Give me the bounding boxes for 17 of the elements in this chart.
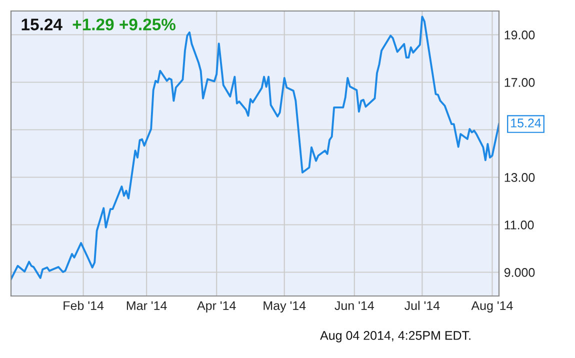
y-tick-label: 17.00 xyxy=(504,78,535,87)
y-tick-label: 9.000 xyxy=(504,268,535,277)
x-tick-label: Feb '14 xyxy=(64,300,104,310)
x-tick-label: May '14 xyxy=(264,301,306,313)
x-tick-label: Jul '14 xyxy=(404,300,440,310)
y-tick-label: 11.00 xyxy=(504,220,534,230)
chart-subtitle: +1.29 +9.25% xyxy=(72,18,176,30)
chart-title: 15.24 xyxy=(22,18,62,30)
x-tick-label: Aug '14 xyxy=(471,301,513,313)
y-tick-label: 19.00 xyxy=(504,30,535,40)
annotation: 15.24 xyxy=(511,118,542,128)
line-series xyxy=(11,16,499,280)
x-tick-label: Jun '14 xyxy=(334,301,374,310)
x-tick-label: Apr '14 xyxy=(197,301,236,313)
text: Aug 04 2014, 4:25PM EDT. xyxy=(320,331,470,342)
x-tick-label: Mar '14 xyxy=(126,301,167,310)
y-tick-label: 13.00 xyxy=(504,173,535,182)
